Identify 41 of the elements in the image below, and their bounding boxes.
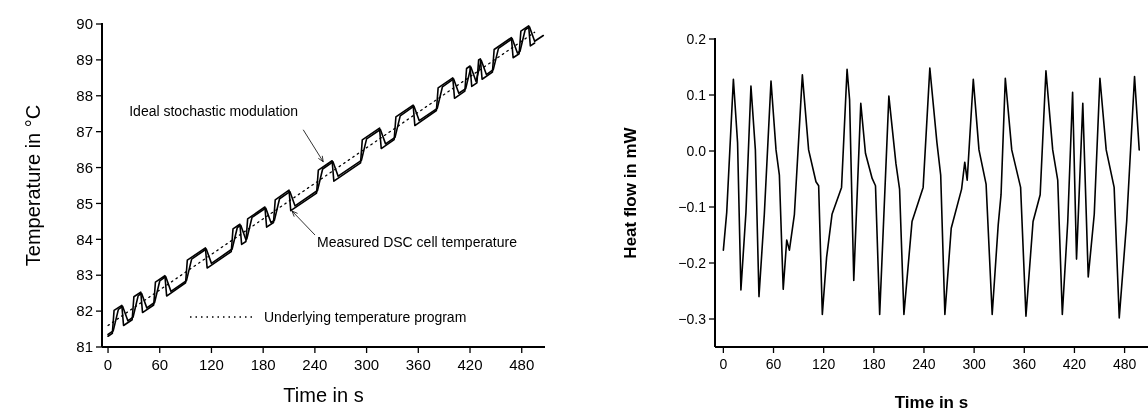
y-tick-label: 82	[76, 302, 93, 320]
y-axis-title: Heat flow in mW	[621, 126, 640, 259]
y-tick-label: 88	[76, 87, 93, 105]
y-tick-label: 83	[76, 266, 93, 284]
y-tick-label: 0.0	[686, 142, 707, 159]
y-tick-label: 89	[76, 51, 93, 69]
x-tick-label: 360	[405, 356, 431, 373]
x-tick-label: 420	[1062, 356, 1087, 372]
y-tick-label: 87	[76, 122, 93, 140]
y-tick-label: −0.3	[678, 310, 707, 327]
y-tick-label: 90	[76, 15, 93, 33]
x-tick-label: 60	[151, 356, 169, 373]
y-tick-label: −0.1	[678, 198, 707, 215]
y-tick-label: 84	[76, 230, 93, 248]
x-tick-label: 480	[1112, 356, 1137, 372]
x-tick-label: 300	[354, 356, 380, 373]
y-tick-label: 85	[76, 194, 93, 212]
x-tick-label: 180	[250, 356, 276, 373]
y-tick-label: 0.2	[686, 30, 707, 47]
legend-label: Underlying temperature program	[264, 309, 467, 325]
x-tick-label: 0	[103, 356, 113, 373]
y-tick-label: 86	[76, 158, 93, 176]
x-tick-label: 240	[302, 356, 328, 373]
x-tick-label: 480	[509, 356, 535, 373]
y-tick-label: 0.1	[686, 86, 707, 103]
x-tick-label: 240	[912, 356, 936, 372]
x-tick-label: 120	[811, 356, 836, 372]
x-tick-label: 120	[198, 356, 224, 373]
y-axis-title: Temperature in °C	[22, 104, 44, 267]
x-tick-label: 420	[457, 356, 483, 373]
x-axis-title: Time in s	[894, 393, 969, 412]
annotation: Ideal stochastic modulation	[129, 102, 299, 119]
y-tick-label: −0.2	[678, 254, 707, 271]
x-tick-label: 360	[1012, 356, 1037, 372]
y-tick-label: 81	[76, 338, 93, 356]
x-tick-label: 180	[862, 356, 886, 372]
annotation: Measured DSC cell temperature	[317, 234, 518, 251]
x-axis-title: Time in s	[283, 384, 364, 406]
x-tick-label: 300	[962, 356, 987, 372]
x-tick-label: 0	[719, 356, 728, 372]
x-tick-label: 60	[765, 356, 782, 372]
